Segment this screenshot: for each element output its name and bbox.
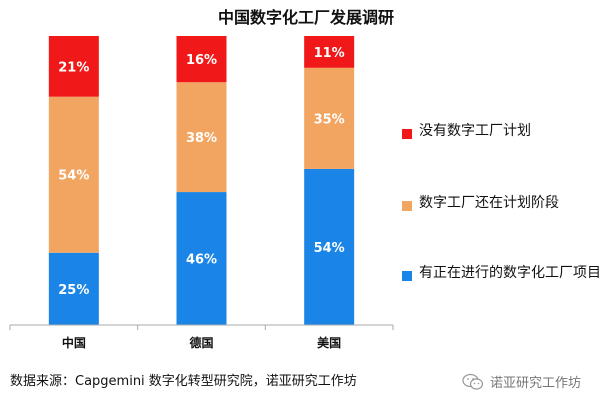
- data-label-1-1: 25%: [58, 283, 89, 298]
- legend-label: 有正在进行的数字化工厂项目: [419, 265, 601, 281]
- x-tick-label-1: 中国: [62, 335, 86, 350]
- bar-segment-2-2: [176, 82, 227, 193]
- legend-swatch: [402, 129, 412, 139]
- legend-label: 数字工厂还在计划阶段: [419, 195, 559, 211]
- data-label-3-3: 11%: [314, 46, 345, 61]
- wechat-icon: [462, 373, 484, 390]
- data-label-3-1: 21%: [58, 60, 89, 75]
- data-label-1-2: 46%: [186, 253, 217, 268]
- bar-segment-3-2: [176, 36, 227, 83]
- data-label-2-2: 38%: [186, 131, 217, 146]
- x-tick-label-3: 美国: [317, 335, 341, 350]
- bar-segment-2-3: [304, 67, 355, 169]
- legend-swatch: [402, 271, 412, 281]
- chart-title: 中国数字化工厂发展调研: [217, 8, 394, 27]
- legend-item-2: 数字工厂还在计划阶段: [402, 195, 604, 216]
- x-tick-label-2: 德国: [189, 335, 213, 350]
- bar-segment-1-3: [304, 168, 355, 325]
- bar-segment-3-1: [48, 36, 99, 97]
- legend: 没有数字工厂计划数字工厂还在计划阶段有正在进行的数字化工厂项目: [402, 0, 607, 330]
- legend-item-1: 没有数字工厂计划: [402, 123, 604, 144]
- bar-segment-1-2: [176, 192, 227, 325]
- bar-segment-2-1: [48, 96, 99, 253]
- legend-label: 没有数字工厂计划: [419, 123, 531, 139]
- data-label-2-3: 35%: [314, 112, 345, 127]
- data-label-2-1: 54%: [58, 169, 89, 184]
- legend-swatch: [402, 201, 412, 211]
- stacked-bar-chart: 25% 54% 21% 中国 46% 38% 16% 德国 54% 35% 11% 美国: [9, 36, 394, 350]
- data-label-1-3: 54%: [314, 241, 345, 256]
- legend-item-3: 有正在进行的数字化工厂项目: [402, 265, 604, 286]
- bar-segment-3-3: [304, 36, 355, 68]
- bar-segment-1-1: [48, 252, 99, 325]
- source-note: 数据来源：Capgemini 数字化转型研究院，诺亚研究工作坊: [10, 374, 357, 389]
- data-label-3-2: 16%: [186, 53, 217, 68]
- watermark-text: 诺亚研究工作坊: [490, 376, 582, 391]
- watermark: 诺亚研究工作坊: [462, 372, 581, 391]
